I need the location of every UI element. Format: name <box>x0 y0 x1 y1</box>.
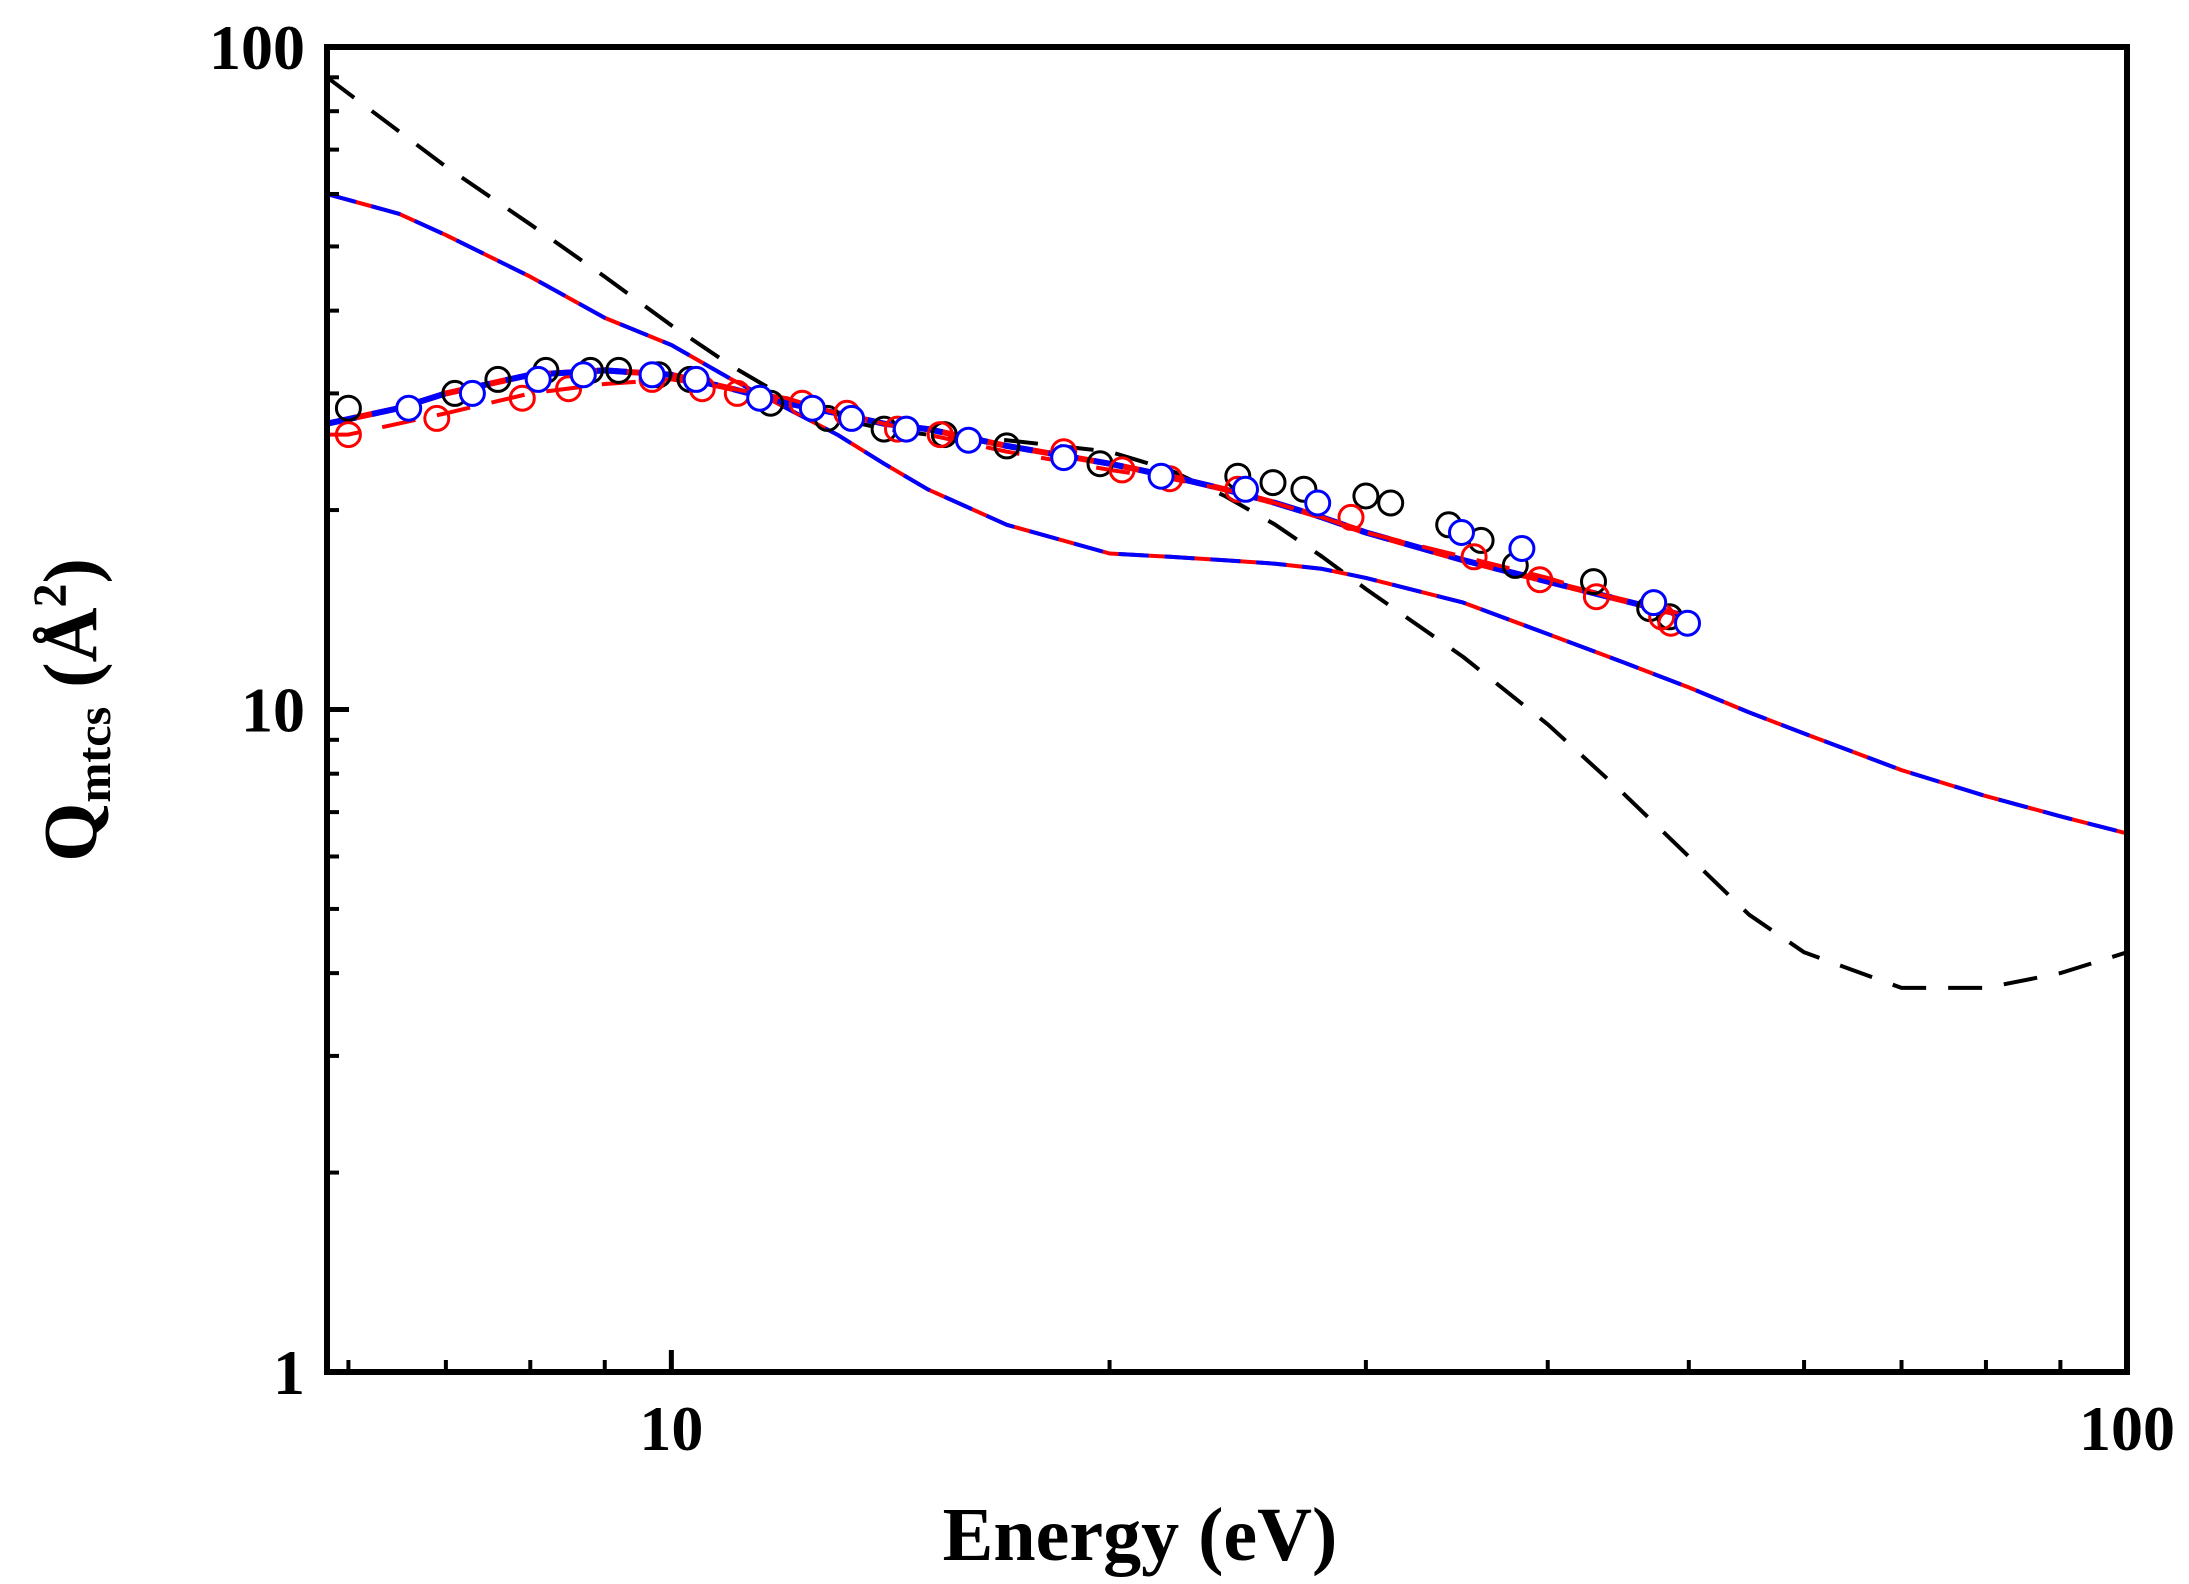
y-tick-label: 1 <box>273 1337 305 1408</box>
svg-text:Qmtcs (Å2): Qmtcs (Å2) <box>24 558 121 862</box>
marker-set-1-point <box>334 421 362 449</box>
y-axis-title: Qmtcs (Å2) <box>24 558 121 862</box>
marker-set-2-point <box>682 365 710 393</box>
y-axis-title-main: Q <box>29 803 113 862</box>
marker-set-1-point <box>1582 583 1610 611</box>
marker-set-0-point <box>1259 469 1287 497</box>
marker-set-2-point <box>1050 444 1078 472</box>
marker-set-2-point <box>638 361 666 389</box>
series-layer <box>327 75 2127 990</box>
series-0-line <box>327 75 2127 990</box>
marker-set-0-point <box>1290 475 1318 503</box>
marker-set-2-point <box>798 394 826 422</box>
marker-set-2-point <box>1640 589 1668 617</box>
y-axis-title-unit-symbol: Å <box>29 607 113 662</box>
marker-set-1-point <box>1337 503 1365 531</box>
marker-set-1-point <box>926 421 954 449</box>
series-1-line <box>327 192 2127 836</box>
marker-set-0-point <box>1352 482 1380 510</box>
marker-set-0-point <box>484 365 512 393</box>
plot-frame <box>324 44 2130 1375</box>
marker-layer <box>334 356 1701 637</box>
marker-set-2-point <box>1448 519 1475 546</box>
marker-set-2-point <box>524 365 552 393</box>
y-tick-label: 10 <box>241 675 305 746</box>
series-1-overlay <box>327 192 2127 836</box>
series-3-line <box>327 377 1690 619</box>
marker-set-1-point <box>555 375 583 403</box>
marker-set-2-point <box>1232 475 1259 503</box>
marker-set-1-point <box>1460 543 1488 571</box>
y-axis-title-unit-close: ) <box>29 558 113 583</box>
marker-set-2-point <box>838 404 866 432</box>
marker-set-1-point <box>423 404 451 432</box>
x-tick-label: 100 <box>2079 1393 2175 1464</box>
marker-set-2-point <box>569 361 597 389</box>
marker-set-2-point <box>395 394 423 422</box>
y-axis-title-unit-open: ( <box>29 662 113 706</box>
marker-set-2-point <box>746 384 774 412</box>
marker-set-2-point <box>955 426 982 454</box>
marker-set-0-point <box>334 394 362 422</box>
marker-set-0-point <box>605 356 633 384</box>
marker-set-2-point <box>458 379 486 407</box>
marker-set-2-point <box>1304 489 1332 517</box>
marker-set-0-point <box>993 432 1021 460</box>
marker-set-1-point <box>508 384 536 412</box>
tick-layer: 10 100 1 10 100 <box>209 12 2175 1464</box>
marker-set-2-point <box>1674 609 1701 637</box>
marker-set-2-point <box>1147 462 1175 490</box>
x-axis-title: Energy (eV) <box>943 1493 1338 1577</box>
x-tick-label: 10 <box>639 1393 703 1464</box>
marker-set-0-point <box>1580 568 1607 596</box>
marker-set-0-point <box>1377 489 1405 517</box>
marker-set-2-point <box>1508 535 1536 562</box>
y-axis-title-unit-exp: 2 <box>24 584 77 608</box>
marker-set-1-point <box>1108 456 1136 484</box>
marker-set-1-point <box>1526 566 1554 594</box>
y-tick-label: 100 <box>209 12 305 83</box>
marker-set-2-point <box>892 415 920 443</box>
y-axis-title-sub: mtcs <box>68 707 121 803</box>
